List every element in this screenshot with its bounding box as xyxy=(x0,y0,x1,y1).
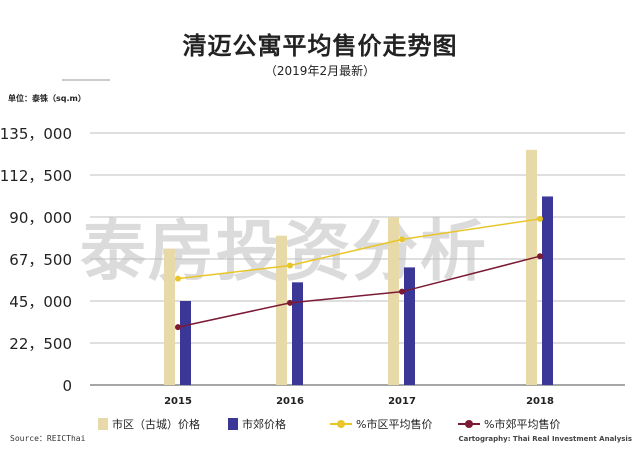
series-suburb-avg-point xyxy=(175,324,181,331)
bar-city xyxy=(388,217,399,385)
y-tick-label: 22，500 xyxy=(9,335,72,353)
series-suburb-avg-line xyxy=(177,255,541,328)
unit-label: 单位：泰铢（sq.m） xyxy=(8,94,86,103)
bar-city xyxy=(526,149,537,385)
y-tick-label: 135，000 xyxy=(0,125,72,143)
x-tick-label: 2017 xyxy=(388,396,416,407)
cartography-note: Cartography: Thai Real Investment Analys… xyxy=(458,435,632,443)
series-city-avg-point xyxy=(399,236,405,243)
chart-title: 清迈公寓平均售价走势图 xyxy=(182,32,458,60)
legend-item-suburb: 市郊价格 xyxy=(228,416,286,432)
series-city-avg-point xyxy=(287,262,293,269)
series-city-avg-point xyxy=(537,215,543,222)
legend-label-suburb: 市郊价格 xyxy=(242,418,286,431)
x-tick-label: 2015 xyxy=(164,396,192,407)
legend-line-suburb-icon xyxy=(458,418,480,430)
legend-item-city: 市区（古城）价格 xyxy=(98,416,200,432)
series-suburb-avg-point xyxy=(287,299,293,306)
x-tick-label: 2016 xyxy=(276,396,304,407)
series-city-avg-point xyxy=(175,275,181,282)
series-suburb-avg-point xyxy=(399,288,405,295)
source-note: Source：REICThai xyxy=(10,434,86,443)
legend-line-city-icon xyxy=(330,418,352,430)
series-city-avg-line xyxy=(177,218,541,280)
legend: 市区（古城）价格 市郊价格 %市区平均售价 %市郊平均售价 xyxy=(0,414,640,434)
x-tick-label: 2018 xyxy=(526,396,554,407)
bar-city xyxy=(164,248,175,385)
legend-label-city-line: %市区平均售价 xyxy=(356,418,433,431)
y-tick-label: 0 xyxy=(62,377,72,395)
legend-item-suburb-line: %市郊平均售价 xyxy=(458,416,560,432)
legend-item-city-line: %市区平均售价 xyxy=(330,416,432,432)
bar-suburb xyxy=(404,267,415,385)
chart-subtitle: （2019年2月最新） xyxy=(264,64,376,78)
legend-swatch-city xyxy=(98,418,108,430)
y-tick-label: 67，500 xyxy=(9,251,72,269)
y-tick-label: 45，000 xyxy=(9,293,72,311)
series-suburb-avg-point xyxy=(537,253,543,260)
y-tick-label: 112，500 xyxy=(0,167,72,185)
legend-swatch-suburb xyxy=(228,418,238,430)
bar-suburb xyxy=(180,301,191,385)
bar-city xyxy=(276,235,287,385)
y-tick-label: 90，000 xyxy=(9,209,72,227)
bar-suburb xyxy=(292,282,303,385)
legend-label-city: 市区（古城）价格 xyxy=(112,418,200,431)
legend-label-suburb-line: %市郊平均售价 xyxy=(484,418,561,431)
bar-suburb xyxy=(542,196,553,385)
